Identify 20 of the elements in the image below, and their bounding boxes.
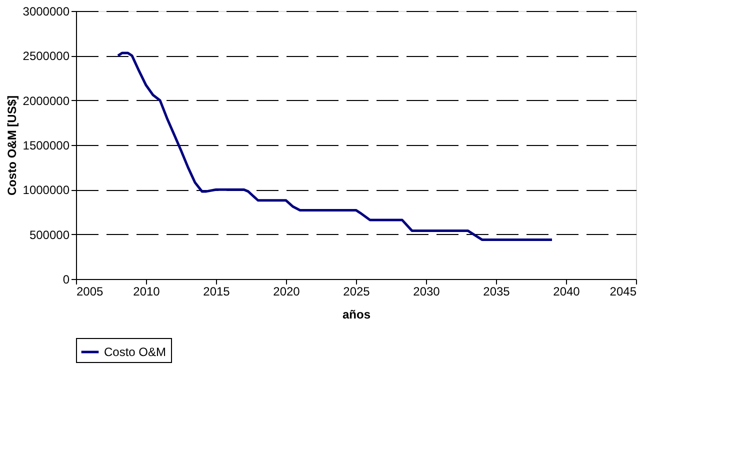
x-axis-title: años [342, 308, 371, 322]
x-tick-label: 2010 [133, 284, 160, 298]
x-tick-label: 2045 [610, 284, 637, 298]
y-axis-title: Costo O&M [US$] [4, 96, 19, 196]
x-tick-label: 2030 [413, 284, 440, 298]
x-tick-label: 2035 [483, 284, 510, 298]
x-tick-label: 2005 [76, 284, 104, 298]
x-tick-label: 2015 [203, 284, 230, 298]
y-tick-label: 1000000 [22, 183, 70, 198]
x-tick-label: 2020 [273, 284, 300, 298]
line-series [116, 52, 554, 241]
y-tick-label: 3000000 [22, 4, 70, 18]
x-tick-label: 2025 [343, 284, 370, 298]
y-tick-label: 500000 [29, 228, 70, 242]
y-tick-label: 2500000 [22, 49, 70, 64]
y-tick-label: 0 [62, 272, 70, 286]
x-tick-label: 2040 [553, 284, 580, 298]
y-tick-label: 2000000 [22, 94, 70, 108]
y-tick-label: 1500000 [22, 138, 70, 152]
legend-label: Costo O&M [104, 345, 166, 359]
